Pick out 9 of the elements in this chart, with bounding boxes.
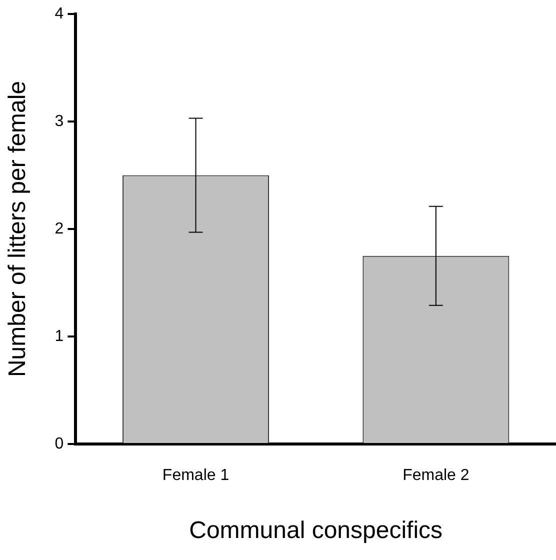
y-tick-label: 4	[54, 5, 64, 22]
y-tick-label: 0	[54, 435, 64, 452]
y-axis-title: Number of litters per female	[4, 80, 32, 378]
x-tick-label: Female 1	[162, 467, 230, 484]
x-axis-title: Communal conspecifics	[189, 517, 443, 544]
x-tick-label: Female 2	[402, 467, 470, 484]
y-tick-label: 3	[54, 112, 64, 130]
y-tick-label: 2	[54, 220, 64, 238]
y-tick-label: 1	[54, 328, 64, 345]
